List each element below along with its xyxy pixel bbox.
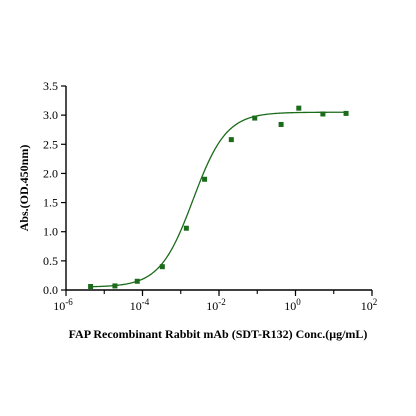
fitted-curve	[92, 111, 347, 288]
data-point	[134, 278, 140, 284]
y-tick-label: 2.5	[43, 137, 58, 151]
x-tick-label: 10-6	[53, 297, 73, 313]
data-points	[88, 105, 349, 289]
y-tick-label: 3.0	[43, 108, 58, 122]
y-tick-label: 2.0	[43, 166, 58, 180]
data-point	[252, 115, 258, 121]
data-point	[183, 225, 189, 231]
x-tick-label: 10-4	[130, 297, 150, 313]
x-tick-label: 10-2	[206, 297, 226, 313]
y-tick-label: 3.5	[43, 79, 58, 93]
data-point	[278, 121, 284, 127]
y-tick-label: 1.0	[43, 225, 58, 239]
data-point	[320, 111, 326, 117]
axes	[65, 86, 372, 291]
x-ticks: 10-6 10-4 10-2 100 102	[53, 290, 377, 313]
data-point	[112, 283, 118, 289]
data-point	[228, 137, 234, 143]
y-tick-label: 0.0	[43, 283, 58, 297]
data-point	[343, 110, 349, 116]
x-tick-label: 100	[284, 297, 301, 313]
x-axis-title: FAP Recombinant Rabbit mAb (SDT-R132) Co…	[69, 327, 368, 341]
y-tick-label: 0.5	[43, 254, 58, 268]
data-point	[159, 264, 165, 270]
data-point	[88, 284, 94, 289]
data-point	[296, 105, 302, 111]
y-axis-title: Abs.(OD.450nm)	[17, 145, 31, 232]
x-tick-label: 102	[361, 297, 378, 313]
y-tick-label: 1.5	[43, 196, 58, 210]
y-ticks: 0.0 0.5 1.0 1.5 2.0 2.5 3.0 3.5	[43, 79, 66, 297]
data-point	[202, 176, 208, 182]
